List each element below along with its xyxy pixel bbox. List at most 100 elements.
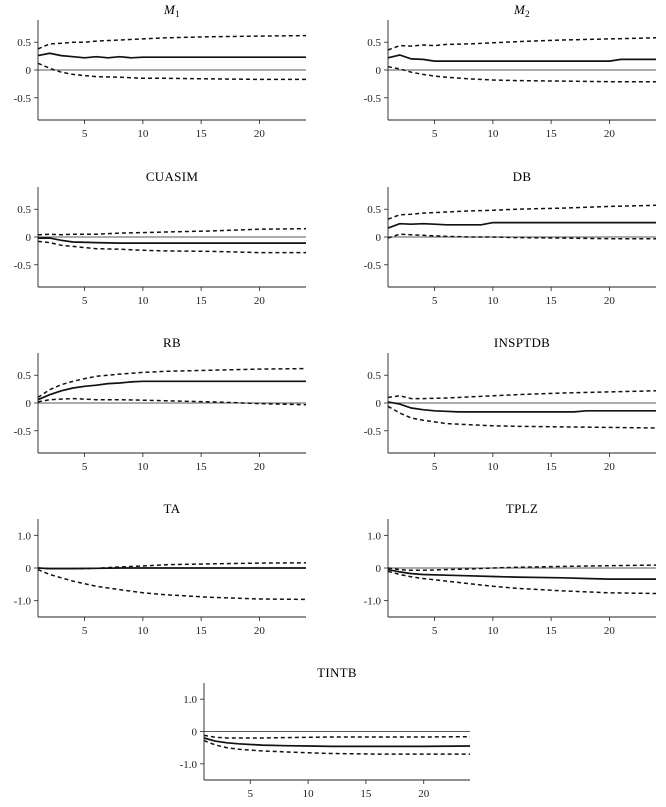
x-tick-label: 20: [254, 625, 266, 637]
x-tick-label: 20: [604, 128, 616, 140]
x-tick-label: 15: [546, 295, 558, 307]
title-base: M: [163, 2, 176, 17]
y-tick-label: 0.5: [367, 37, 381, 49]
title-subscript: 2: [525, 9, 530, 19]
y-tick-label: 0.5: [367, 370, 381, 382]
series-line-upper: [37, 227, 307, 236]
series-line-lower: [203, 739, 470, 755]
y-tick-label: 0: [376, 232, 382, 244]
panel-title: TINTB: [317, 665, 357, 680]
y-tick-label: 0: [376, 398, 382, 410]
x-tick-label: 10: [487, 128, 499, 140]
x-tick-label: 5: [248, 788, 254, 800]
series-line-lower: [37, 397, 307, 406]
y-tick-label: 0: [376, 65, 382, 77]
y-tick-label: -0.5: [364, 93, 382, 105]
y-tick-label: -0.5: [364, 426, 382, 438]
series-line-lower: [37, 568, 307, 601]
x-tick-label: 5: [82, 128, 88, 140]
title-base: M: [513, 2, 526, 17]
x-tick-label: 15: [360, 788, 372, 800]
series-line-response: [387, 568, 656, 580]
series-line-lower: [387, 65, 656, 83]
panel-title: TPLZ: [506, 501, 538, 516]
panel-ta: TA 1.0 0 -1.0 5 10 15 20: [14, 501, 307, 637]
x-tick-label: 5: [432, 295, 438, 307]
series-line-upper: [387, 37, 657, 51]
y-tick-label: 0.5: [17, 37, 31, 49]
series-line-lower: [37, 240, 306, 254]
title-subscript: 1: [175, 9, 180, 19]
panel-rb: RB 0.5 0 -0.5 5 10 15 20: [14, 335, 307, 473]
panel-title: TA: [164, 501, 181, 516]
x-tick-label: 15: [196, 461, 208, 473]
series-line-lower: [387, 570, 657, 595]
series-line-upper: [37, 367, 307, 399]
y-tick-label: 0.5: [367, 204, 381, 216]
y-tick-label: 0: [26, 232, 32, 244]
y-tick-label: -1.0: [14, 596, 32, 608]
panel-title: CUASIM: [146, 169, 199, 184]
series-line-response: [37, 52, 306, 59]
panel-insptdb: INSPTDB 0.5 0 -0.5 5 10 15 20: [364, 335, 657, 473]
series-line-response: [37, 567, 306, 570]
x-tick-label: 5: [82, 625, 88, 637]
x-tick-label: 10: [303, 788, 315, 800]
x-tick-label: 10: [487, 461, 499, 473]
x-tick-label: 10: [137, 461, 149, 473]
x-tick-label: 15: [196, 128, 208, 140]
series-line-response: [387, 54, 656, 62]
panel-m1: M1 0.5 0 -0.5 5 10 15 20: [14, 2, 307, 140]
x-tick-label: 10: [137, 128, 149, 140]
x-tick-label: 20: [254, 461, 266, 473]
y-tick-label: -0.5: [14, 93, 32, 105]
x-tick-label: 10: [137, 625, 149, 637]
series-line-upper: [387, 204, 657, 220]
panel-title: M2: [513, 2, 530, 19]
y-tick-label: 1.0: [17, 530, 31, 542]
series-line-upper: [387, 564, 657, 572]
x-tick-label: 5: [82, 295, 88, 307]
x-tick-label: 20: [254, 295, 266, 307]
series-line-response: [203, 737, 471, 748]
x-tick-label: 10: [137, 295, 149, 307]
y-tick-label: 0: [26, 563, 32, 575]
series-line-lower: [387, 233, 656, 240]
panel-tintb: TINTB 1.0 0 -1.0 5 10 15 20: [180, 665, 471, 800]
x-tick-label: 5: [82, 461, 88, 473]
x-tick-label: 20: [418, 788, 430, 800]
y-tick-label: 0.5: [17, 204, 31, 216]
series-line-response: [387, 401, 656, 413]
y-tick-label: 0: [26, 65, 32, 77]
x-tick-label: 20: [604, 295, 616, 307]
x-tick-label: 5: [432, 625, 438, 637]
y-tick-label: -1.0: [364, 596, 382, 608]
panel-title: INSPTDB: [494, 335, 550, 350]
x-tick-label: 15: [196, 295, 208, 307]
x-tick-label: 10: [487, 625, 499, 637]
panel-tplz: TPLZ 1.0 0 -1.0 5 10 15 20: [364, 501, 657, 637]
x-tick-label: 15: [196, 625, 208, 637]
x-tick-label: 5: [432, 461, 438, 473]
series-line-response: [38, 237, 306, 244]
x-tick-label: 15: [546, 461, 558, 473]
y-tick-label: 0: [376, 563, 382, 575]
y-tick-label: -0.5: [364, 260, 382, 272]
x-tick-label: 20: [254, 128, 266, 140]
series-line-upper: [203, 734, 471, 739]
panel-m2: M2 0.5 0 -0.5 5 10 15 20: [364, 2, 657, 140]
y-tick-label: 0.5: [17, 370, 31, 382]
x-tick-label: 15: [546, 128, 558, 140]
panel-cuasim: CUASIM 0.5 0 -0.5 5 10 15 20: [14, 169, 307, 307]
x-tick-label: 15: [546, 625, 558, 637]
panel-title: RB: [163, 335, 181, 350]
x-tick-label: 20: [604, 461, 616, 473]
series-line-lower: [387, 405, 657, 429]
series-line-upper: [387, 390, 657, 400]
y-tick-label: 1.0: [367, 530, 381, 542]
series-line-lower: [37, 62, 306, 81]
panel-title: M1: [163, 2, 180, 19]
series-line-response: [37, 380, 306, 401]
x-tick-label: 10: [487, 295, 499, 307]
